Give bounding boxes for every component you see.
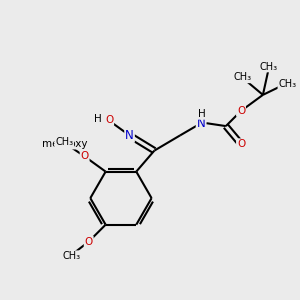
Text: O: O — [85, 237, 93, 247]
Text: methoxy: methoxy — [42, 139, 88, 148]
Text: CH₃: CH₃ — [278, 79, 296, 89]
Text: N: N — [125, 129, 134, 142]
Text: O: O — [237, 106, 245, 116]
Text: CH₃: CH₃ — [63, 251, 81, 261]
Text: O: O — [237, 139, 245, 149]
Text: O: O — [105, 115, 113, 125]
Text: N: N — [197, 117, 206, 130]
Text: H: H — [94, 114, 102, 124]
Text: CH₃: CH₃ — [260, 61, 278, 72]
Text: H: H — [198, 109, 206, 119]
Text: O: O — [80, 152, 89, 161]
Text: CH₃: CH₃ — [233, 72, 251, 82]
Text: CH₃: CH₃ — [55, 137, 73, 147]
